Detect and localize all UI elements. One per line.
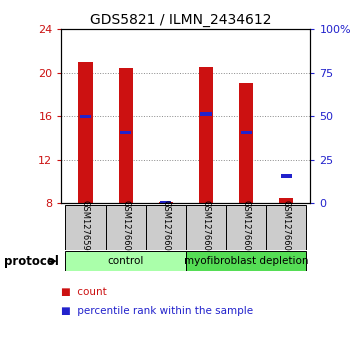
- Bar: [78, 62, 92, 203]
- Bar: [239, 83, 253, 203]
- Text: GDS5821 / ILMN_2434612: GDS5821 / ILMN_2434612: [90, 13, 271, 27]
- Bar: [281, 175, 292, 178]
- Text: GSM1276602: GSM1276602: [201, 200, 210, 256]
- Text: protocol: protocol: [4, 255, 58, 268]
- Text: GSM1276603: GSM1276603: [242, 200, 251, 256]
- Bar: [160, 201, 171, 204]
- Text: GSM1276599: GSM1276599: [81, 200, 90, 256]
- Text: GSM1276600: GSM1276600: [121, 200, 130, 256]
- Bar: [266, 205, 306, 250]
- Text: GSM1276601: GSM1276601: [161, 200, 170, 256]
- Bar: [186, 251, 306, 271]
- Bar: [279, 198, 293, 203]
- Bar: [240, 131, 252, 134]
- Bar: [146, 205, 186, 250]
- Text: GSM1276604: GSM1276604: [282, 200, 291, 256]
- Bar: [65, 205, 105, 250]
- Text: control: control: [108, 256, 144, 266]
- Bar: [65, 251, 186, 271]
- Bar: [105, 205, 146, 250]
- Bar: [226, 205, 266, 250]
- Bar: [120, 131, 131, 134]
- Bar: [200, 113, 212, 115]
- Text: ■  percentile rank within the sample: ■ percentile rank within the sample: [61, 306, 253, 316]
- Bar: [159, 202, 173, 203]
- Bar: [199, 67, 213, 203]
- Text: ■  count: ■ count: [61, 287, 107, 298]
- Bar: [80, 115, 91, 118]
- Text: myofibroblast depletion: myofibroblast depletion: [184, 256, 308, 266]
- Bar: [119, 68, 133, 203]
- Bar: [186, 205, 226, 250]
